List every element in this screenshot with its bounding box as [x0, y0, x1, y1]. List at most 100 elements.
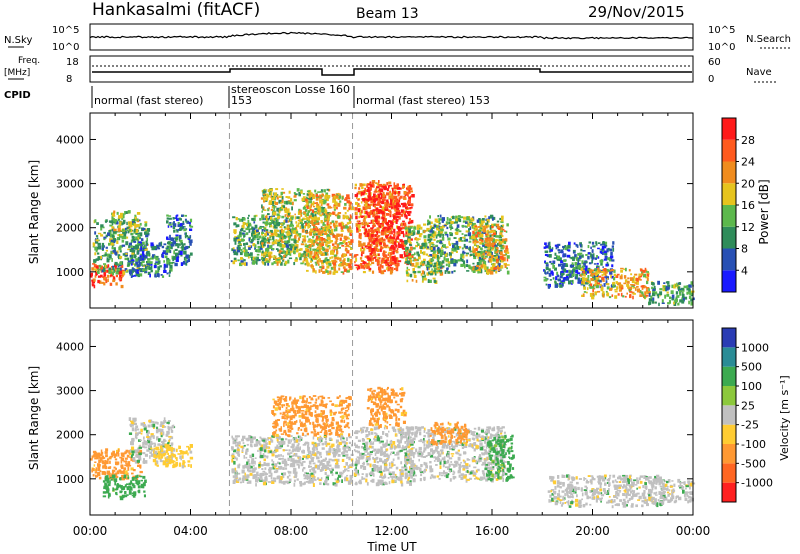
heatmap-cell [324, 271, 326, 274]
heatmap-cell [399, 205, 402, 208]
heatmap-cell [137, 236, 140, 240]
heatmap-cell [111, 258, 113, 262]
heatmap-cell [131, 275, 134, 277]
heatmap-cell [558, 263, 562, 267]
heatmap-cell [446, 267, 449, 270]
heatmap-cell [439, 230, 443, 234]
heatmap-cell [593, 253, 595, 258]
heatmap-cell [343, 206, 347, 210]
heatmap-cell [266, 241, 271, 244]
heatmap-cell [321, 261, 325, 265]
heatmap-cell [486, 224, 490, 228]
heatmap-cell [348, 204, 352, 207]
heatmap-cell [266, 232, 269, 236]
heatmap-cell [638, 273, 642, 276]
heatmap-cell [263, 244, 266, 247]
heatmap-cell [293, 239, 297, 244]
heatmap-cell [673, 301, 675, 305]
heatmap-cell [430, 234, 433, 238]
heatmap-cell [623, 268, 627, 271]
heatmap-cell [389, 235, 392, 237]
heatmap-cell [470, 217, 474, 221]
heatmap-cell [651, 300, 655, 304]
heatmap-cell [360, 253, 363, 257]
heatmap-cell [302, 260, 305, 263]
heatmap-cell [489, 230, 492, 234]
heatmap-cell [432, 246, 436, 251]
heatmap-cell [393, 202, 396, 206]
heatmap-cell [650, 295, 653, 299]
heatmap-cell [445, 258, 449, 262]
heatmap-cell [324, 218, 327, 220]
heatmap-cell [287, 214, 291, 217]
heatmap-cell [152, 421, 155, 424]
heatmap-cell [327, 219, 329, 223]
heatmap-cell [403, 222, 407, 225]
heatmap-cell [339, 242, 343, 245]
heatmap-cell [150, 269, 153, 273]
heatmap-cell [369, 255, 372, 258]
heatmap-cell [661, 299, 664, 303]
heatmap-cell [462, 220, 467, 223]
heatmap-cell [289, 233, 293, 237]
heatmap-cell [675, 296, 678, 300]
heatmap-cell [389, 211, 392, 214]
heatmap-cell [311, 245, 314, 247]
heatmap-cell [129, 451, 132, 456]
heatmap-cell [109, 476, 112, 479]
heatmap-cell [245, 249, 248, 253]
heatmap-cell [290, 223, 294, 226]
heatmap-cell [504, 230, 506, 232]
heatmap-cell [438, 230, 441, 234]
heatmap-cell [104, 252, 107, 254]
heatmap-cell [113, 240, 116, 243]
heatmap-cell [291, 227, 294, 231]
heatmap-cell [648, 298, 652, 302]
heatmap-cell [239, 251, 243, 256]
heatmap-cell [378, 188, 382, 192]
heatmap-cell [359, 211, 362, 216]
heatmap-cell [397, 193, 400, 197]
heatmap-cell [175, 242, 178, 247]
heatmap-cell [476, 231, 480, 235]
heatmap-cell [320, 189, 323, 193]
heatmap-cell [332, 260, 334, 265]
heatmap-cell [356, 230, 360, 233]
heatmap-cell [615, 281, 618, 284]
heatmap-cell [620, 269, 623, 273]
heatmap-cell [618, 289, 622, 292]
heatmap-cell [253, 237, 256, 241]
heatmap-cell [97, 268, 100, 271]
heatmap-cell [330, 240, 333, 243]
heatmap-cell [430, 221, 433, 225]
y-tick-label: 3000 [56, 178, 84, 191]
heatmap-cell [102, 495, 107, 498]
heatmap-cell [624, 279, 628, 283]
heatmap-cell [95, 258, 99, 261]
heatmap-cell [389, 259, 392, 263]
heatmap-cell [392, 202, 394, 206]
heatmap-cell [109, 456, 112, 460]
heatmap-cell [564, 246, 569, 251]
heatmap-cell [181, 222, 185, 226]
heatmap-cell [556, 271, 559, 275]
heatmap-cell [344, 212, 347, 215]
heatmap-cell [405, 250, 408, 254]
heatmap-cell [590, 269, 594, 274]
heatmap-cell [619, 275, 623, 280]
heatmap-cell [409, 190, 413, 193]
heatmap-cell [599, 248, 603, 251]
heatmap-cell [336, 256, 339, 260]
heatmap-cell [356, 192, 359, 197]
heatmap-cell [404, 239, 408, 244]
heatmap-cell [502, 245, 505, 248]
heatmap-cell [303, 239, 307, 242]
heatmap-cell [143, 490, 146, 493]
heatmap-cell [245, 252, 249, 257]
heatmap-cell [281, 233, 284, 237]
heatmap-cell [130, 275, 133, 278]
heatmap-cell [322, 224, 326, 226]
heatmap-cell [583, 273, 586, 277]
heatmap-cell [403, 243, 406, 246]
heatmap-cell [651, 282, 654, 285]
